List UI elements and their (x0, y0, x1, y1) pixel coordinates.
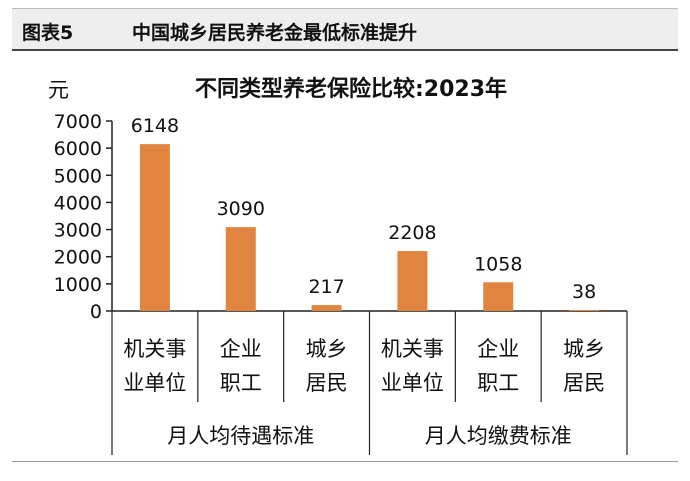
x-category-label: 居民 (306, 371, 348, 395)
y-tick-label: 6000 (54, 138, 102, 160)
x-category-label: 机关事 (123, 337, 186, 361)
bar (483, 282, 514, 311)
y-tick-label: 0 (90, 301, 102, 323)
data-label: 6148 (131, 115, 179, 137)
data-label: 1058 (474, 253, 522, 275)
x-category-label: 城乡 (306, 337, 348, 361)
y-tick-label: 4000 (54, 192, 102, 214)
bar (139, 144, 170, 311)
data-label: 217 (308, 276, 344, 298)
x-category-label: 城乡 (563, 337, 605, 361)
y-tick-label: 2000 (54, 247, 102, 269)
bottom-divider (12, 461, 678, 462)
data-label: 38 (572, 281, 596, 303)
bar (311, 305, 342, 311)
x-category-label: 业单位 (123, 371, 186, 395)
y-axis-unit-label: 元 (48, 78, 69, 102)
bar (397, 251, 428, 311)
y-tick-label: 5000 (54, 165, 102, 187)
y-tick-label: 7000 (54, 111, 102, 133)
data-label: 3090 (217, 198, 265, 220)
data-label: 2208 (388, 222, 436, 244)
bar (569, 309, 600, 311)
x-category-label: 机关事 (381, 337, 444, 361)
y-tick-label: 3000 (54, 220, 102, 242)
bar (225, 227, 256, 311)
x-group-label: 月人均缴费标准 (425, 424, 572, 448)
figure-header: 图表5 中国城乡居民养老金最低标准提升 (12, 8, 678, 51)
x-category-label: 职工 (220, 371, 262, 395)
y-tick-label: 1000 (54, 274, 102, 296)
figure-label: 图表5 (22, 22, 74, 44)
x-group-label: 月人均待遇标准 (167, 424, 314, 448)
x-category-label: 业单位 (381, 371, 444, 395)
figure-title: 中国城乡居民养老金最低标准提升 (132, 22, 418, 44)
x-category-label: 企业 (477, 337, 519, 361)
x-category-label: 职工 (477, 371, 519, 395)
x-category-label: 居民 (563, 371, 605, 395)
x-category-label: 企业 (220, 337, 262, 361)
chart-title: 不同类型养老保险比较:2023年 (195, 76, 507, 102)
